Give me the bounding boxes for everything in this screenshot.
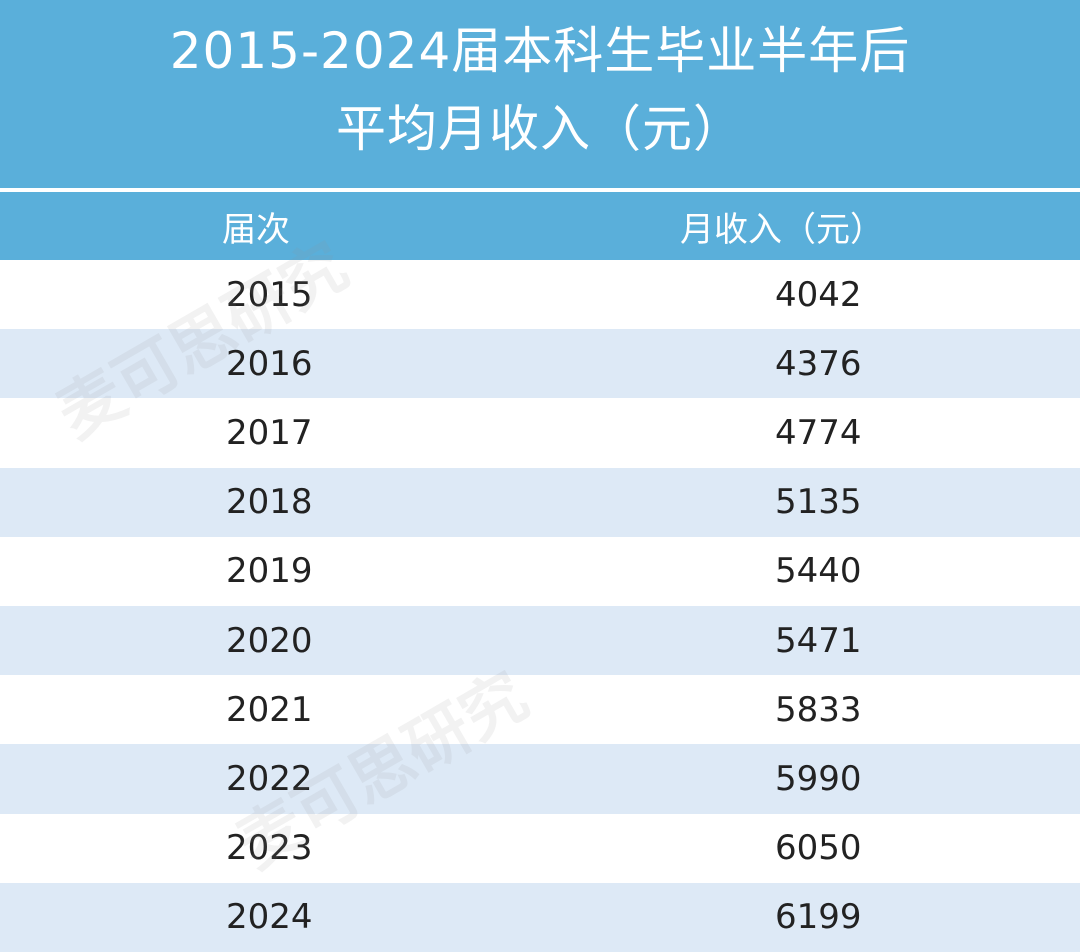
column-header-income: 月收入（元） xyxy=(680,209,884,250)
cohort-cell: 2018 xyxy=(226,482,313,523)
table-row: 2018 5135 xyxy=(0,467,1080,537)
table-body: 2015 4042 2016 4376 2017 4774 2018 5135 2019 5440… xyxy=(0,260,1080,952)
table-row: 2023 6050 xyxy=(0,814,1080,883)
cohort-cell: 2021 xyxy=(226,689,313,730)
income-cell: 5471 xyxy=(775,620,862,661)
divider xyxy=(0,188,1080,192)
income-cell: 4042 xyxy=(775,274,862,315)
income-cell: 5833 xyxy=(775,689,862,730)
income-cell: 5990 xyxy=(775,758,862,799)
cohort-cell: 2019 xyxy=(226,551,313,592)
cohort-cell: 2015 xyxy=(226,274,313,315)
income-cell: 5135 xyxy=(775,482,862,523)
income-cell: 4774 xyxy=(775,412,862,453)
table-row: 2017 4774 xyxy=(0,398,1080,467)
table-row: 2016 4376 xyxy=(0,329,1080,399)
title-line-2: 平均月收入（元） xyxy=(336,100,744,158)
table-title: 2015-2024届本科生毕业半年后 平均月收入（元） xyxy=(0,0,1080,188)
income-cell: 6199 xyxy=(775,897,862,938)
income-cell: 5440 xyxy=(775,551,862,592)
table-header: 届次 月收入（元） xyxy=(0,192,1080,260)
table-row: 2021 5833 xyxy=(0,675,1080,744)
table-row: 2015 4042 xyxy=(0,260,1080,329)
cohort-cell: 2020 xyxy=(226,620,313,661)
table-row: 2019 5440 xyxy=(0,537,1080,606)
column-header-cohort: 届次 xyxy=(222,209,290,250)
table-row: 2022 5990 xyxy=(0,744,1080,814)
cohort-cell: 2017 xyxy=(226,412,313,453)
cohort-cell: 2016 xyxy=(226,343,313,384)
income-cell: 6050 xyxy=(775,828,862,869)
table-row: 2020 5471 xyxy=(0,605,1080,676)
title-line-1: 2015-2024届本科生毕业半年后 xyxy=(169,22,911,80)
cohort-cell: 2022 xyxy=(226,758,313,799)
cohort-cell: 2024 xyxy=(226,897,313,938)
table-row: 2024 6199 xyxy=(0,882,1080,952)
cohort-cell: 2023 xyxy=(226,828,313,869)
income-cell: 4376 xyxy=(775,343,862,384)
